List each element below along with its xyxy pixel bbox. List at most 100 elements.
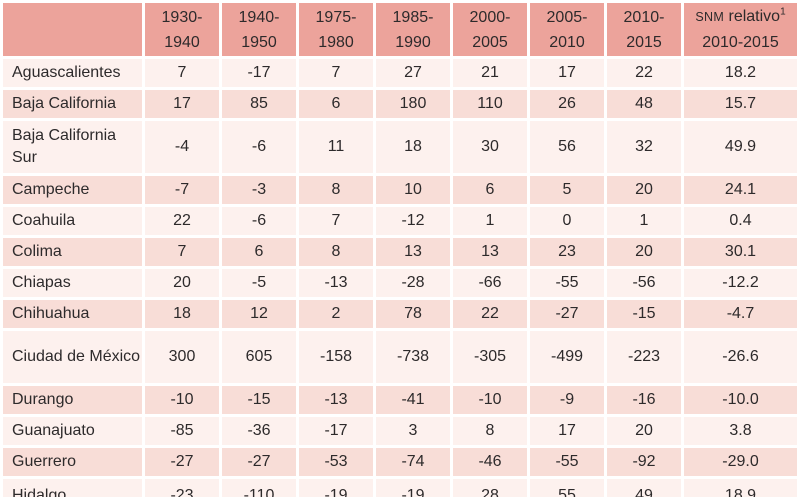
table-row: Chiapas 20 -5 -13 -28 -66 -55 -56 -12.2 — [3, 269, 797, 297]
value-cell: -16 — [607, 386, 681, 414]
value-cell: -7 — [145, 176, 219, 204]
value-cell: 18 — [145, 300, 219, 328]
table-row: Campeche -7 -3 8 10 6 5 20 24.1 — [3, 176, 797, 204]
value-cell: -85 — [145, 417, 219, 445]
value-cell: -15 — [222, 386, 296, 414]
state-cell: Baja California — [3, 90, 142, 118]
value-cell: -12 — [376, 207, 450, 235]
value-cell: 110 — [453, 90, 527, 118]
value-cell: 10 — [376, 176, 450, 204]
value-cell: -55 — [530, 448, 604, 476]
table-row: Guerrero -27 -27 -53 -74 -46 -55 -92 -29… — [3, 448, 797, 476]
value-cell: 22 — [453, 300, 527, 328]
table-row: Chihuahua 18 12 2 78 22 -27 -15 -4.7 — [3, 300, 797, 328]
state-cell: Campeche — [3, 176, 142, 204]
value-cell: -10 — [145, 386, 219, 414]
value-cell: 18.9 — [684, 479, 797, 497]
value-cell: 27 — [376, 59, 450, 87]
snm-period-label: 2010-2015 — [702, 34, 779, 51]
column-header-1930-1940: 1930- 1940 — [145, 3, 219, 56]
value-cell: 6 — [299, 90, 373, 118]
value-cell: -46 — [453, 448, 527, 476]
value-cell: 22 — [607, 59, 681, 87]
value-cell: 30 — [453, 121, 527, 173]
value-cell: -41 — [376, 386, 450, 414]
value-cell: 32 — [607, 121, 681, 173]
snm-relativo-label: relativo — [724, 8, 781, 25]
value-cell: -6 — [222, 121, 296, 173]
state-cell: Aguascalientes — [3, 59, 142, 87]
value-cell: -27 — [530, 300, 604, 328]
column-header-snm-relativo: SNM relativo1 2010-2015 — [684, 3, 797, 56]
state-cell: Chihuahua — [3, 300, 142, 328]
value-cell: -4.7 — [684, 300, 797, 328]
state-cell: Chiapas — [3, 269, 142, 297]
value-cell: -738 — [376, 331, 450, 383]
value-cell: 30.1 — [684, 238, 797, 266]
value-cell: -13 — [299, 386, 373, 414]
value-cell: 22 — [145, 207, 219, 235]
value-cell: -3 — [222, 176, 296, 204]
state-cell: Hidalgo — [3, 479, 142, 497]
value-cell: -17 — [222, 59, 296, 87]
value-cell: 48 — [607, 90, 681, 118]
value-cell: -74 — [376, 448, 450, 476]
state-cell: Colima — [3, 238, 142, 266]
snm-smallcaps: SNM — [695, 10, 725, 24]
column-header-2000-2005: 2000- 2005 — [453, 3, 527, 56]
value-cell: 3 — [376, 417, 450, 445]
value-cell: 8 — [299, 238, 373, 266]
header-row: 1930- 1940 1940- 1950 1975- 1980 1985- 1… — [3, 3, 797, 56]
value-cell: 56 — [530, 121, 604, 173]
value-cell: 49.9 — [684, 121, 797, 173]
value-cell: 6 — [222, 238, 296, 266]
value-cell: 26 — [530, 90, 604, 118]
value-cell: -17 — [299, 417, 373, 445]
value-cell: -305 — [453, 331, 527, 383]
state-cell: Coahuila — [3, 207, 142, 235]
value-cell: 13 — [376, 238, 450, 266]
value-cell: -36 — [222, 417, 296, 445]
table-row: Baja California Sur -4 -6 11 18 30 56 32… — [3, 121, 797, 173]
value-cell: 180 — [376, 90, 450, 118]
value-cell: -4 — [145, 121, 219, 173]
value-cell: 24.1 — [684, 176, 797, 204]
value-cell: 17 — [145, 90, 219, 118]
value-cell: -15 — [607, 300, 681, 328]
table-row: Guanajuato -85 -36 -17 3 8 17 20 3.8 — [3, 417, 797, 445]
value-cell: 18.2 — [684, 59, 797, 87]
value-cell: -19 — [299, 479, 373, 497]
value-cell: -66 — [453, 269, 527, 297]
table-row: Durango -10 -15 -13 -41 -10 -9 -16 -10.0 — [3, 386, 797, 414]
value-cell: -56 — [607, 269, 681, 297]
value-cell: -26.6 — [684, 331, 797, 383]
state-cell: Guanajuato — [3, 417, 142, 445]
value-cell: -92 — [607, 448, 681, 476]
value-cell: 20 — [607, 238, 681, 266]
value-cell: 11 — [299, 121, 373, 173]
value-cell: -29.0 — [684, 448, 797, 476]
table-row: Aguascalientes 7 -17 7 27 21 17 22 18.2 — [3, 59, 797, 87]
footnote-marker: 1 — [780, 6, 786, 18]
value-cell: 78 — [376, 300, 450, 328]
value-cell: -19 — [376, 479, 450, 497]
value-cell: -9 — [530, 386, 604, 414]
table-row: Colima 7 6 8 13 13 23 20 30.1 — [3, 238, 797, 266]
value-cell: 8 — [453, 417, 527, 445]
value-cell: 23 — [530, 238, 604, 266]
value-cell: 1 — [607, 207, 681, 235]
value-cell: 20 — [145, 269, 219, 297]
value-cell: 49 — [607, 479, 681, 497]
value-cell: 5 — [530, 176, 604, 204]
table-row: Ciudad de México 300 605 -158 -738 -305 … — [3, 331, 797, 383]
value-cell: -110 — [222, 479, 296, 497]
state-cell: Ciudad de México — [3, 331, 142, 383]
value-cell: -28 — [376, 269, 450, 297]
value-cell: 18 — [376, 121, 450, 173]
value-cell: -12.2 — [684, 269, 797, 297]
value-cell: -223 — [607, 331, 681, 383]
value-cell: 7 — [299, 207, 373, 235]
value-cell: -13 — [299, 269, 373, 297]
value-cell: 55 — [530, 479, 604, 497]
